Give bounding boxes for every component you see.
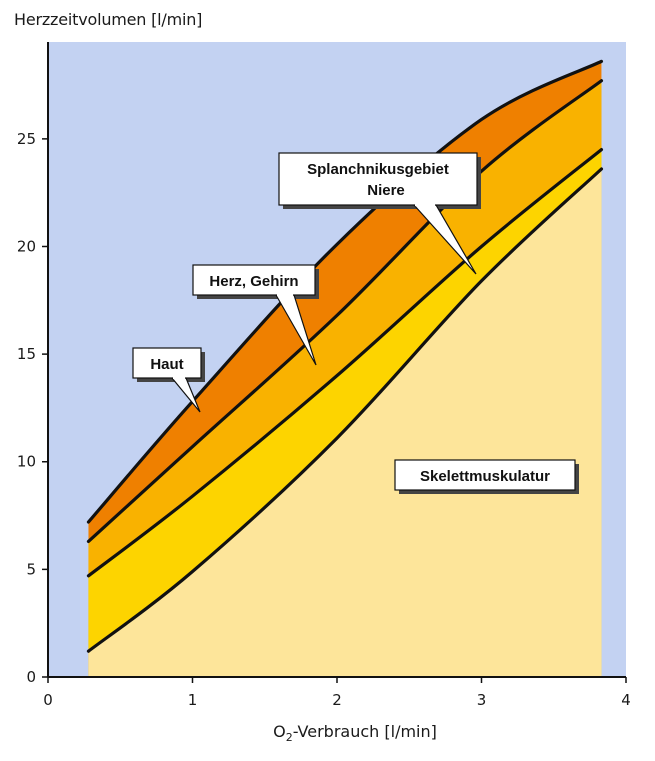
annotation-herz-gehirn-text: Herz, Gehirn: [209, 273, 298, 290]
x-tick-label: 1: [188, 691, 198, 709]
annotation-skelettmuskulatur-text: Skelettmuskulatur: [420, 468, 550, 485]
y-tick-label: 5: [26, 560, 36, 578]
annotation-skelettmuskulatur-box: [394, 459, 576, 491]
annotation-herz-gehirn-box: [192, 264, 316, 296]
annotation-haut: Haut: [132, 347, 205, 413]
y-tick-label: 10: [17, 453, 36, 471]
x-axis-title: O2-Verbrauch [l/min]: [0, 722, 655, 744]
line-haut: [86, 59, 604, 524]
y-tick-label: 0: [26, 668, 36, 686]
annotation-splanchnikus-niere-text: Splanchnikusgebiet: [307, 161, 449, 178]
x-axis-title-prefix: O: [273, 722, 286, 741]
annotation-splanchnikus-niere: Splanchnikusgebiet Niere: [278, 152, 481, 275]
x-axis-title-suffix: -Verbrauch [l/min]: [292, 722, 437, 741]
line-splanchnikus-niere: [86, 148, 604, 578]
x-axis-title-subscript: 2: [285, 731, 293, 745]
x-tick-label: 4: [621, 691, 631, 709]
y-tick-label: 25: [17, 130, 36, 148]
area-skelettmuskulatur: [88, 169, 602, 677]
annotation-splanchnikus-niere-box: [278, 152, 478, 206]
x-tick-label: 2: [332, 691, 342, 709]
annotation-splanchnikus-niere-text: Niere: [367, 182, 405, 199]
y-axis-title: Herzzeitvolumen [l/min]: [14, 10, 203, 29]
annotation-skelettmuskulatur: Skelettmuskulatur: [394, 459, 579, 494]
y-tick-label: 15: [17, 345, 36, 363]
x-tick-label: 3: [477, 691, 487, 709]
annotation-haut-text: Haut: [150, 356, 183, 373]
annotation-haut-box: [132, 347, 202, 379]
x-tick-label: 0: [43, 691, 53, 709]
annotation-herz-gehirn: Herz, Gehirn: [192, 264, 319, 366]
line-herz-gehirn: [86, 79, 604, 543]
line-skelettmuskulatur: [86, 167, 604, 653]
y-tick-label: 20: [17, 237, 36, 255]
